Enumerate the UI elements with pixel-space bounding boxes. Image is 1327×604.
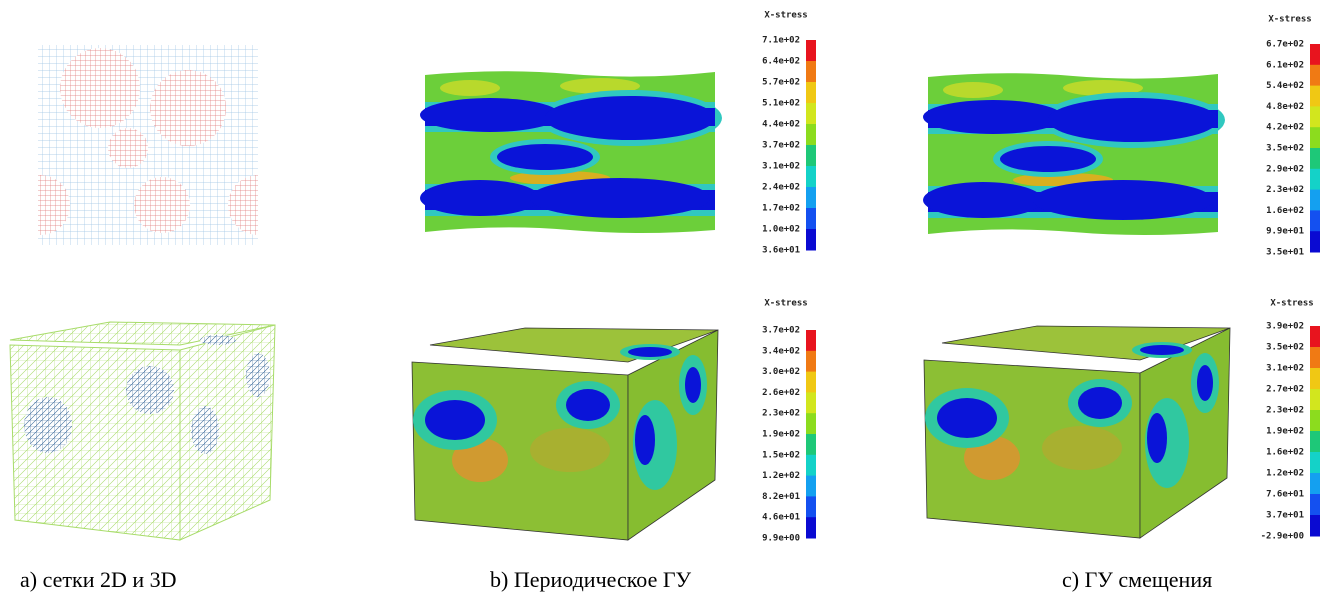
colorbar-label: 3.0e+02 [762, 367, 800, 377]
colorbar-label: 7.6e+01 [1266, 490, 1304, 500]
colorbar-label: 3.1e+02 [1266, 364, 1304, 374]
colorbar-segment [806, 166, 816, 188]
colorbar-label: 1.9e+02 [1266, 427, 1304, 437]
colorbar-label: 3.5e+01 [1266, 248, 1304, 258]
colorbar-label: 3.5e+02 [1266, 343, 1304, 353]
colorbar-label: 2.3e+02 [1266, 185, 1304, 195]
colorbar-segment [806, 413, 816, 435]
colorbar-label: 3.7e+02 [762, 141, 800, 151]
caption: b) Периодическое ГУ [490, 567, 692, 592]
colorbar-label: 3.9e+02 [1266, 322, 1304, 332]
colorbar-segment [1310, 347, 1320, 369]
colorbar-label: 4.4e+02 [762, 120, 800, 130]
caption: c) ГУ смещения [1062, 567, 1212, 592]
caption: a) сетки 2D и 3D [20, 567, 177, 592]
colorbar-segment [1310, 494, 1320, 516]
colorbar-segment [1310, 168, 1320, 191]
colorbar-label: 4.6e+01 [762, 513, 800, 523]
mesh-2d [38, 45, 258, 245]
colorbar-segment [1310, 389, 1320, 411]
colorbar-title: X-stress [764, 11, 807, 21]
colorbar-segment [1310, 515, 1320, 537]
colorbar-label: 4.8e+02 [1266, 102, 1304, 112]
colorbar-label: 2.3e+02 [1266, 406, 1304, 416]
colorbar-segment [1310, 189, 1320, 211]
contour-2d-displacement [923, 73, 1225, 235]
colorbar-label: 5.1e+02 [762, 99, 800, 109]
colorbar-label: 9.9e+00 [762, 534, 800, 544]
colorbar-segment [806, 40, 816, 62]
contour-2d-periodic [420, 71, 722, 233]
colorbar-segment [1310, 473, 1320, 495]
colorbar-label: 2.3e+02 [762, 409, 800, 419]
colorbar-label: 9.9e+01 [1266, 227, 1304, 237]
colorbar-segment [806, 145, 816, 167]
colorbar-title: X-stress [1268, 15, 1311, 25]
colorbar-segment [806, 82, 816, 104]
colorbar-segment [1310, 148, 1320, 170]
colorbar-label: 2.4e+02 [762, 183, 800, 193]
colorbar-segment [1310, 431, 1320, 453]
colorbar-segment [806, 475, 816, 497]
colorbar-segment [806, 330, 816, 352]
colorbar-label: 2.6e+02 [762, 388, 800, 398]
colorbar-segment [1310, 210, 1320, 232]
colorbar-label: 6.1e+02 [1266, 60, 1304, 70]
colorbar-segment [806, 61, 816, 83]
colorbar-segment [806, 124, 816, 146]
colorbar-segment [1310, 106, 1320, 128]
colorbar-label: 7.1e+02 [762, 36, 800, 46]
colorbar-label: 3.7e+02 [762, 326, 800, 336]
colorbar-segment [1310, 44, 1320, 66]
colorbar-segment [1310, 85, 1320, 107]
colorbar-label: 1.6e+02 [1266, 448, 1304, 458]
colorbar-label: 3.6e+01 [762, 246, 800, 256]
colorbar-segment [1310, 127, 1320, 149]
colorbar-segment [806, 208, 816, 230]
colorbar-label: 2.7e+02 [1266, 385, 1304, 395]
colorbar-label: 1.2e+02 [1266, 469, 1304, 479]
colorbar-segment [806, 229, 816, 251]
contour-3d-displacement [923, 325, 1231, 539]
colorbar-segment [1310, 64, 1320, 87]
colorbar-label: 8.2e+01 [762, 492, 800, 502]
colorbar-title: X-stress [1270, 299, 1313, 309]
colorbar-label: 3.4e+02 [762, 346, 800, 356]
colorbar-label: 1.2e+02 [762, 471, 800, 481]
colorbar-segment [1310, 410, 1320, 432]
colorbar-label: 6.7e+02 [1266, 40, 1304, 50]
colorbar-segment [806, 187, 816, 209]
colorbar-label: 6.4e+02 [762, 57, 800, 67]
colorbar-segment [806, 103, 816, 125]
contour-3d-periodic [411, 327, 719, 541]
colorbar-label: 5.7e+02 [762, 78, 800, 88]
mesh-3d [9, 321, 276, 541]
colorbar-label: 3.5e+02 [1266, 144, 1304, 154]
colorbar-label: 3.1e+02 [762, 162, 800, 172]
colorbar-segment [806, 496, 816, 518]
colorbar-label: 5.4e+02 [1266, 81, 1304, 91]
colorbar-segment [1310, 368, 1320, 390]
colorbar-segment [806, 371, 816, 393]
colorbar-segment [806, 350, 816, 373]
colorbar-title: X-stress [764, 299, 807, 309]
colorbar-label: 4.2e+02 [1266, 123, 1304, 133]
colorbar-label: 1.5e+02 [762, 450, 800, 460]
colorbar-label: 1.9e+02 [762, 430, 800, 440]
colorbar-label: 1.0e+02 [762, 225, 800, 235]
colorbar-label: 1.6e+02 [1266, 206, 1304, 216]
colorbar-label: 2.9e+02 [1266, 164, 1304, 174]
colorbar-segment [806, 517, 816, 539]
colorbar-segment [806, 454, 816, 477]
colorbar-label: -2.9e+00 [1261, 532, 1304, 542]
colorbar-segment [1310, 231, 1320, 253]
colorbar-segment [1310, 452, 1320, 474]
colorbar-segment [806, 392, 816, 414]
colorbar-segment [806, 434, 816, 456]
colorbar-label: 1.7e+02 [762, 204, 800, 214]
colorbar-label: 3.7e+01 [1266, 511, 1304, 521]
colorbar-segment [1310, 326, 1320, 348]
